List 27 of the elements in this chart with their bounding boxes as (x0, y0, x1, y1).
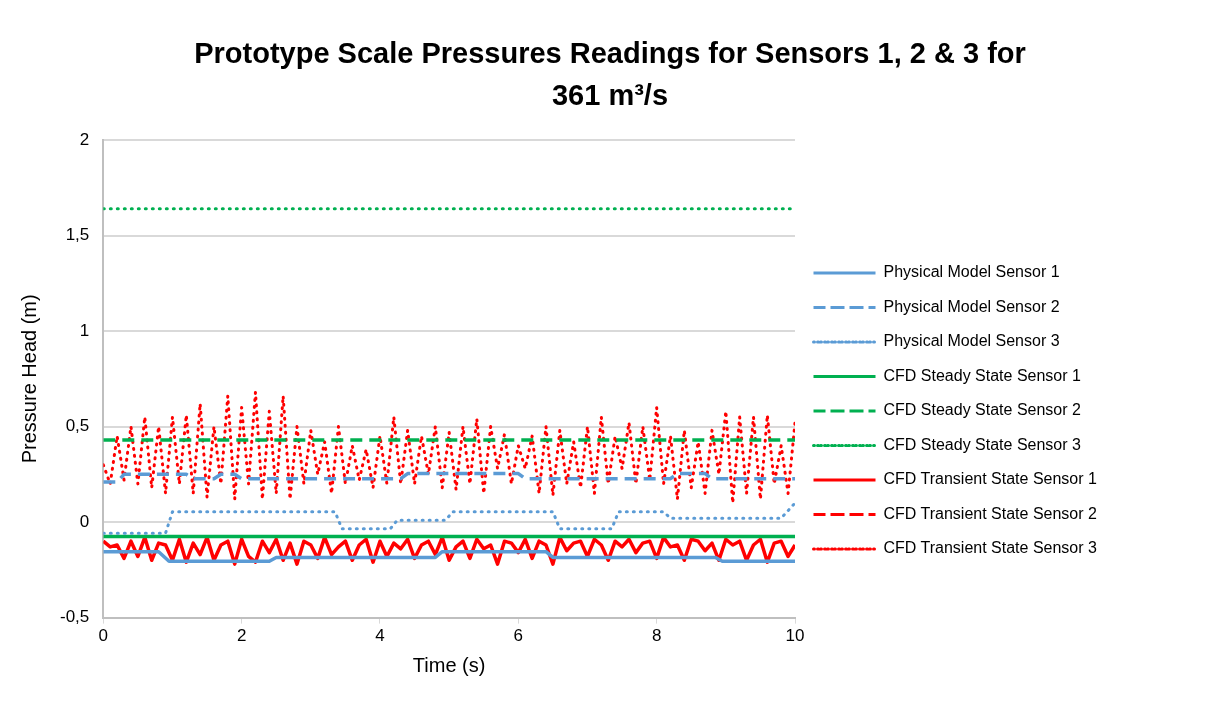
legend-label: CFD Transient State Sensor 1 (883, 470, 1098, 488)
line-series (103, 390, 795, 505)
legend-label: Physical Model Sensor 1 (883, 263, 1060, 281)
y-tick-label: 0 (79, 511, 90, 531)
legend-label: CFD Steady State Sensor 2 (883, 401, 1082, 419)
chart-title: Prototype Scale Pressures Readings for Sensors 1, 2 & 3 for 361 m³/s (193, 36, 1027, 113)
line-series (103, 501, 795, 535)
y-tick-label: 1 (79, 320, 90, 340)
x-tick-label: 0 (98, 626, 109, 646)
legend-label: Physical Model Sensor 3 (883, 332, 1060, 350)
legend-label: CFD Steady State Sensor 3 (883, 435, 1082, 453)
y-tick-label: -0,5 (60, 607, 90, 627)
legend-label: CFD Transient State Sensor 2 (883, 504, 1098, 522)
legend-label: CFD Transient State Sensor 3 (883, 539, 1098, 557)
y-tick-label: 2 (79, 129, 90, 149)
y-tick-label: 1,5 (65, 225, 90, 245)
y-tick-label: 0,5 (65, 416, 90, 436)
x-tick-label: 8 (651, 626, 662, 646)
x-tick-label: 2 (236, 626, 247, 646)
x-axis-title: Time (s) (412, 653, 486, 676)
x-tick-label: 4 (375, 626, 385, 646)
legend-label: CFD Steady State Sensor 1 (883, 366, 1082, 384)
x-tick-label: 6 (513, 626, 524, 646)
x-tick-label: 10 (785, 626, 805, 646)
line-series (103, 471, 795, 484)
legend-label: Physical Model Sensor 2 (883, 297, 1060, 315)
y-axis-title: Pressure Head (m) (17, 294, 40, 464)
